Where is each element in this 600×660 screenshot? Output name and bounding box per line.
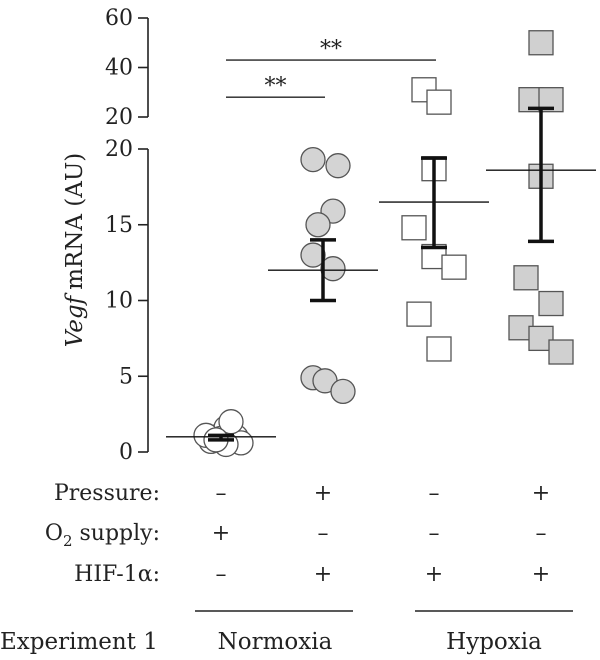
- hypoxia-label: Hypoxia: [446, 629, 542, 655]
- o2-supply-label: O2 supply:: [45, 521, 160, 550]
- o2-value: –: [536, 521, 547, 546]
- data-point: [441, 254, 467, 280]
- data-point: [426, 89, 452, 115]
- data-point: [320, 256, 346, 282]
- data-point: [325, 153, 351, 179]
- hif-value: –: [216, 562, 227, 587]
- experiment-label: Experiment 1: [0, 629, 158, 655]
- significance-label: **: [265, 74, 287, 99]
- data-point: [426, 336, 452, 362]
- y-tick-label: 5: [119, 364, 133, 389]
- y-axis-label: VegfmRNA (AU): [62, 153, 88, 347]
- o2-value: +: [212, 521, 230, 546]
- data-points: [193, 30, 574, 458]
- y-tick-label: 40: [105, 56, 133, 81]
- hif-value: +: [425, 562, 443, 587]
- pressure-value: +: [532, 481, 550, 506]
- significance-annotations: ** **: [226, 37, 436, 99]
- hif-value: +: [532, 562, 550, 587]
- normoxia-label: Normoxia: [218, 629, 333, 655]
- y-tick-label: 10: [105, 289, 133, 314]
- pressure-value: –: [429, 481, 440, 506]
- significance-label: **: [320, 37, 342, 62]
- y-tick-label: 20: [105, 105, 133, 130]
- data-point: [305, 212, 331, 238]
- o2-value: –: [429, 521, 440, 546]
- data-point: [528, 30, 554, 56]
- o2-label-rest: supply:: [73, 521, 161, 546]
- hif-label: HIF-1α:: [74, 562, 160, 587]
- data-point: [300, 146, 326, 173]
- y-tick-label: 20: [105, 137, 133, 162]
- y-axis-label-gene: Vegf: [62, 292, 88, 347]
- y-tick-label: 0: [119, 440, 133, 465]
- pressure-value: –: [216, 481, 227, 506]
- data-point: [538, 290, 564, 317]
- o2-value: –: [318, 521, 329, 546]
- axes: 0 5 10 15 20 20 40 60: [105, 6, 149, 465]
- y-tick-label: 15: [105, 213, 133, 238]
- hif-value: +: [314, 562, 332, 587]
- data-point: [548, 339, 574, 365]
- data-point: [513, 265, 539, 291]
- condition-values: – + – + + – – – – + + +: [212, 481, 550, 587]
- mean-error-bars: [166, 106, 596, 442]
- data-point: [401, 215, 427, 241]
- data-point: [406, 301, 432, 327]
- pressure-label: Pressure:: [54, 481, 160, 506]
- data-point: [330, 378, 356, 405]
- data-point: [300, 242, 326, 268]
- o2-label-sub: 2: [63, 532, 73, 550]
- o2-label-main: O: [45, 521, 63, 546]
- pressure-value: +: [314, 481, 332, 506]
- y-tick-label: 60: [105, 6, 133, 31]
- y-axis-label-unit: mRNA (AU): [62, 153, 88, 290]
